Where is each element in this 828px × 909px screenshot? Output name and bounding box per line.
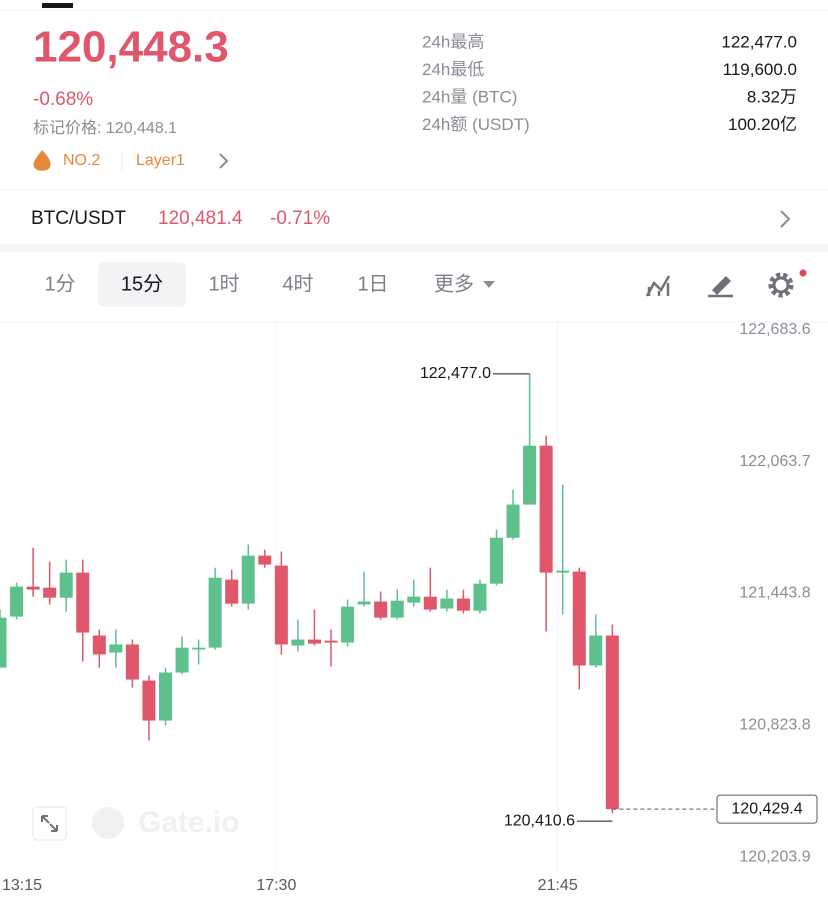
stat-label: 24h额 (USDT) xyxy=(422,115,530,134)
mark-price: 标记价格: 120,448.1 xyxy=(33,119,177,137)
candle-body xyxy=(291,639,305,646)
candle-body xyxy=(324,640,338,643)
watermark-logo xyxy=(92,807,124,839)
interval-tab[interactable]: 1分 xyxy=(44,272,75,295)
candle-body xyxy=(92,635,106,655)
candle-body xyxy=(274,565,288,645)
candle-body xyxy=(109,644,123,653)
y-tick-label: 122,063.7 xyxy=(739,453,810,470)
status-bar-mark xyxy=(42,3,73,8)
candle-body xyxy=(175,647,189,673)
candle-body xyxy=(539,445,553,573)
candle-body xyxy=(43,587,57,598)
interval-tabs: 1分 15分 1时 4时 1日 更多 xyxy=(44,272,474,295)
stat-value: 100.20亿 xyxy=(728,115,797,134)
candle-body xyxy=(241,555,255,604)
candle-body xyxy=(440,598,454,609)
interval-tab[interactable]: 1日 xyxy=(357,273,388,295)
draw-icon[interactable] xyxy=(708,276,733,298)
selected-interval-bg xyxy=(98,262,186,307)
candle-body xyxy=(142,680,156,721)
x-tick-label: 21:45 xyxy=(538,877,578,894)
interval-tab[interactable]: 1时 xyxy=(208,272,239,295)
fullscreen-button[interactable] xyxy=(32,806,67,841)
candle-body xyxy=(307,639,321,644)
candle-body xyxy=(407,596,421,603)
interval-tab[interactable]: 4时 xyxy=(282,272,313,295)
candle-body xyxy=(605,635,619,810)
y-tick-label: 122,683.6 xyxy=(739,321,810,338)
pair-change: -0.71% xyxy=(270,208,330,229)
price-change: -0.68% xyxy=(33,89,93,110)
candle-body xyxy=(258,555,272,565)
stat-label: 24h最低 xyxy=(422,60,484,79)
dropdown-arrow[interactable] xyxy=(483,281,495,288)
candle-body xyxy=(589,635,603,666)
chevron[interactable] xyxy=(219,153,229,169)
y-tick-label: 121,443.8 xyxy=(739,585,810,602)
interval-tab[interactable]: 15分 xyxy=(121,272,163,295)
stat-label: 24h量 (BTC) xyxy=(422,87,517,106)
expand-icon xyxy=(41,815,58,832)
chevron[interactable] xyxy=(780,210,791,228)
candle-body xyxy=(572,571,586,666)
candle-body xyxy=(0,617,7,668)
candle-body xyxy=(76,572,90,633)
candle-body xyxy=(357,601,371,605)
hot-icon xyxy=(33,150,51,171)
candle-body xyxy=(341,606,355,643)
pair-symbol[interactable]: BTC/USDT xyxy=(31,208,126,229)
candle-body xyxy=(490,537,503,584)
candle-body xyxy=(423,596,437,610)
stat-value: 8.32万 xyxy=(747,87,797,106)
sector-tag[interactable]: Layer1 xyxy=(136,152,185,169)
candle-body xyxy=(192,647,206,650)
stat-value: 119,600.0 xyxy=(723,60,797,79)
candlestick-chart: 13:15 17:30 21:45 122,683.6 122,063.7 121,443… xyxy=(0,321,826,894)
candle-body xyxy=(59,572,73,598)
interval-tab[interactable]: 更多 xyxy=(434,272,474,295)
candle-body xyxy=(390,600,404,618)
x-tick-label: 17:30 xyxy=(256,877,296,894)
last-price-box xyxy=(716,794,818,824)
candle-body xyxy=(159,672,172,721)
y-tick-label: 120,823.8 xyxy=(739,717,810,734)
candle-body xyxy=(374,601,388,618)
section-gap xyxy=(0,244,828,252)
candle-body xyxy=(208,577,222,648)
candle-body xyxy=(10,586,24,617)
candle-body xyxy=(456,598,470,611)
candle-body xyxy=(125,644,139,680)
min-label: 120,410.6 xyxy=(504,812,575,829)
watermark: Gate.io xyxy=(138,806,240,839)
candle-body xyxy=(556,570,570,573)
settings-icon[interactable] xyxy=(768,269,807,298)
max-label: 122,477.0 xyxy=(420,365,491,382)
stats-panel: 24h最高 122,477.0 24h最低 119,600.0 24h量 (BTC) 8.… xyxy=(422,32,797,134)
pair-price: 120,481.4 xyxy=(158,208,243,229)
stat-label: 24h最高 xyxy=(422,32,484,51)
candle-body xyxy=(523,445,537,505)
stat-value: 122,477.0 xyxy=(721,32,797,51)
candle-body xyxy=(506,504,520,538)
candle-body xyxy=(225,579,239,604)
candle-body xyxy=(26,586,40,590)
candle-body xyxy=(473,583,487,611)
last-price: 120,448.3 xyxy=(33,23,229,72)
rank-tag[interactable]: NO.2 xyxy=(63,152,100,169)
last-price-label: 120,429.4 xyxy=(731,800,802,817)
y-tick-label: 120,203.9 xyxy=(739,848,810,865)
x-tick-label: 13:15 xyxy=(2,877,42,894)
indicator-icon[interactable] xyxy=(645,275,671,297)
